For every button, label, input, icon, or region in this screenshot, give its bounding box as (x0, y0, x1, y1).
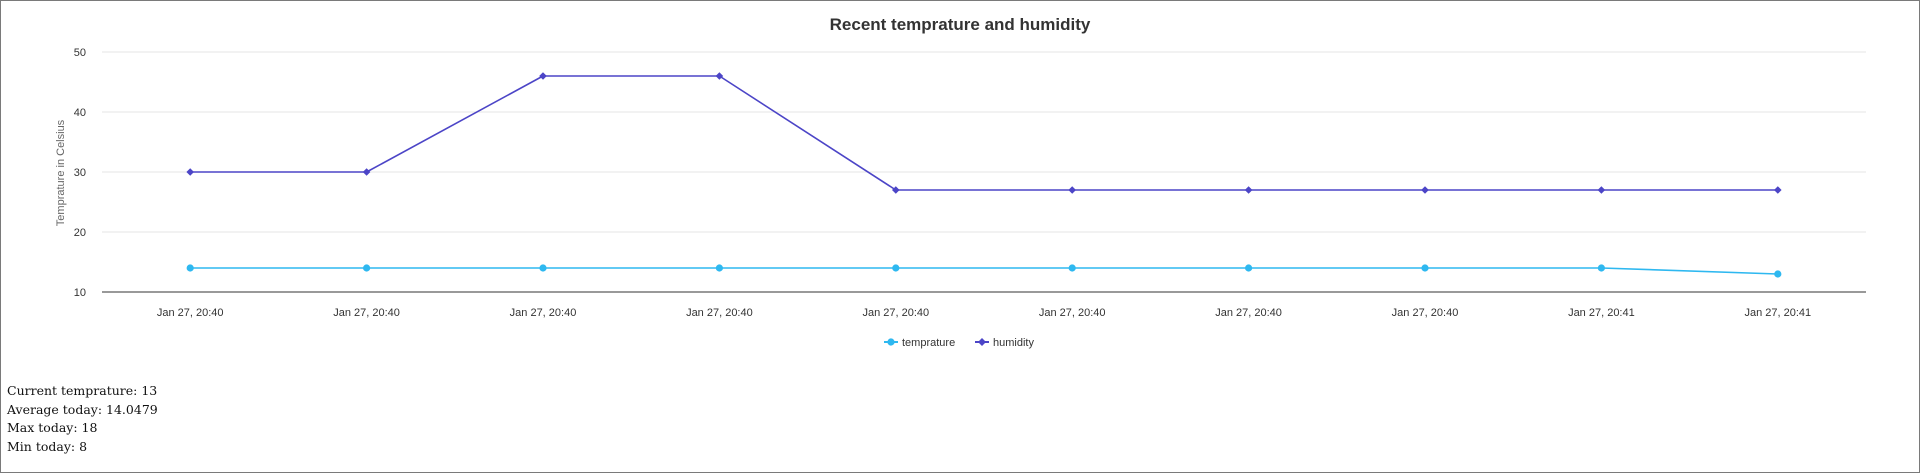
x-tick-label: Jan 27, 20:40 (1039, 307, 1106, 319)
y-tick-label: 20 (74, 227, 86, 239)
legend-item-humidity[interactable]: humidity (975, 337, 1034, 349)
x-tick-label: Jan 27, 20:40 (1392, 307, 1459, 319)
x-tick-label: Jan 27, 20:40 (157, 307, 224, 319)
current-temperature: Current temprature: 13 (7, 383, 158, 398)
y-tick-label: 30 (74, 167, 86, 179)
data-point[interactable] (1774, 270, 1782, 278)
grid-lines (102, 51, 1866, 233)
y-tick-label: 40 (74, 107, 86, 119)
legend: temprature humidity (884, 337, 1034, 349)
y-axis-title: Temprature in Celsius (55, 119, 67, 226)
data-point[interactable] (363, 264, 371, 272)
x-axis-ticks: Jan 27, 20:40 Jan 27, 20:40 Jan 27, 20:40 J… (157, 307, 1811, 319)
data-point[interactable] (539, 72, 547, 80)
max-today: Max today: 18 (7, 420, 98, 435)
x-tick-label: Jan 27, 20:40 (686, 307, 753, 319)
data-point[interactable] (1068, 186, 1076, 194)
chart-title: Recent temprature and humidity (830, 15, 1091, 34)
data-point[interactable] (892, 186, 900, 194)
y-tick-label: 10 (74, 287, 86, 299)
data-point[interactable] (186, 264, 194, 272)
data-point[interactable] (1597, 264, 1605, 272)
data-point[interactable] (1421, 186, 1429, 194)
data-point[interactable] (362, 168, 371, 176)
data-point[interactable] (1244, 186, 1253, 194)
data-point[interactable] (1597, 186, 1606, 194)
data-point[interactable] (715, 264, 724, 272)
stats-panel: Current temprature: 13 Average today: 14… (7, 382, 158, 456)
x-tick-label: Jan 27, 20:40 (333, 307, 400, 319)
data-point[interactable] (1774, 186, 1782, 194)
average-today: Average today: 14.0479 (7, 401, 158, 417)
data-point[interactable] (715, 72, 724, 80)
x-tick-label: Jan 27, 20:40 (510, 307, 577, 319)
series-temprature (186, 264, 1782, 278)
series-humidity (186, 72, 1782, 194)
series-line-humidity (190, 75, 1778, 191)
y-axis-ticks: 10 20 30 40 50 (74, 47, 86, 299)
series-group (186, 72, 1782, 278)
data-point[interactable] (539, 264, 547, 272)
data-point[interactable] (1068, 264, 1076, 272)
series-line-temprature (190, 267, 1778, 275)
legend-item-temprature[interactable]: temprature (884, 337, 955, 349)
legend-label: humidity (993, 337, 1034, 349)
data-point[interactable] (1421, 264, 1429, 272)
y-tick-label: 50 (74, 47, 86, 59)
line-chart: Recent temprature and humidity Tempratur… (55, 15, 1866, 349)
x-tick-label: Jan 27, 20:40 (862, 307, 929, 319)
legend-marker (887, 338, 895, 346)
x-tick-label: Jan 27, 20:40 (1215, 307, 1282, 319)
legend-marker (978, 338, 986, 346)
x-tick-label: Jan 27, 20:41 (1744, 307, 1811, 319)
data-point[interactable] (892, 264, 900, 272)
data-point[interactable] (186, 168, 194, 176)
legend-label: temprature (902, 337, 955, 349)
min-today: Min today: 8 (7, 438, 88, 454)
data-point[interactable] (1245, 264, 1253, 272)
x-tick-label: Jan 27, 20:41 (1568, 307, 1635, 319)
